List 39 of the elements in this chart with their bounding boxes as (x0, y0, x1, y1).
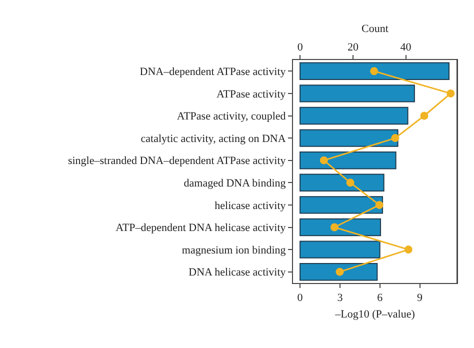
x-tick-label: 3 (337, 292, 344, 304)
bar (300, 84, 415, 102)
point (446, 89, 455, 98)
y-tick-label: DNA–dependent ATPase activity (140, 66, 286, 78)
point (330, 223, 338, 232)
bar (300, 151, 396, 170)
x2-tick-label: 0 (297, 42, 304, 54)
bar (300, 106, 408, 125)
x2-tick-label: 40 (400, 42, 412, 54)
bar (300, 262, 378, 281)
point (320, 156, 328, 164)
point (420, 112, 428, 120)
bar (300, 174, 384, 192)
x-tick-label: 6 (377, 292, 384, 304)
bar (300, 196, 384, 214)
point (370, 67, 378, 76)
y-tick-label: ATP–dependent DNA helicase activity (116, 222, 286, 234)
y-tick-label: ATPase activity, coupled (176, 110, 286, 123)
point (346, 178, 354, 187)
point (336, 268, 344, 276)
point (375, 200, 384, 209)
bar (300, 62, 450, 80)
point (404, 246, 412, 254)
bar (300, 129, 398, 147)
y-tick-label: DNA helicase activity (188, 266, 286, 279)
y-tick-label: catalytic activity, acting on DNA (140, 132, 286, 145)
x-tick-label: 9 (417, 292, 424, 304)
bar (300, 240, 380, 258)
x-axis-title: –Log10 (P–value) (334, 308, 416, 320)
y-tick-label: helicase activity (214, 200, 286, 212)
x2-axis-title: Count (362, 23, 388, 36)
y-tick-label: damaged DNA binding (184, 178, 286, 190)
x-tick-label: 0 (297, 292, 304, 304)
x2-tick-label: 20 (347, 42, 359, 54)
y-tick-label: magnesium ion binding (182, 244, 286, 256)
point (391, 134, 400, 142)
y-tick-label: single–stranded DNA–dependent ATPase activity (68, 155, 286, 168)
bar (300, 218, 382, 236)
y-tick-label: ATPase activity (216, 88, 286, 100)
